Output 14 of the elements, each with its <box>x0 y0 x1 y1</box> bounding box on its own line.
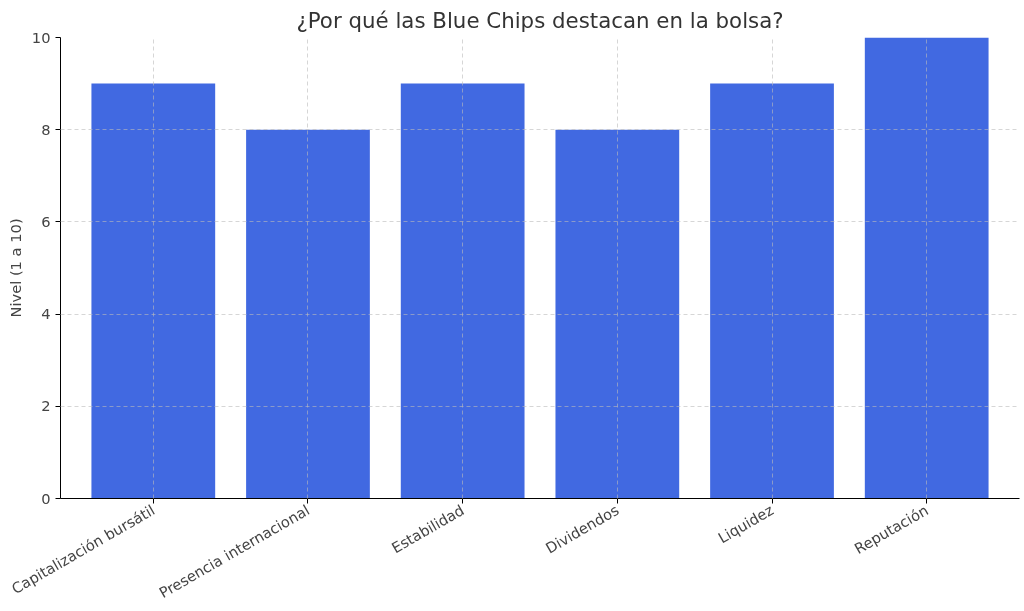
y-axis-title: Nivel (1 a 10) <box>6 218 24 318</box>
bar <box>400 83 525 499</box>
bar <box>710 83 834 499</box>
y-tick-label: 0 <box>41 489 51 507</box>
bar <box>246 129 370 499</box>
bar <box>864 37 989 499</box>
y-tick-label: 4 <box>41 305 51 323</box>
chart-title: ¿Por qué las Blue Chips destacan en la bolsa? <box>296 7 784 33</box>
y-tick-label: 6 <box>41 212 51 230</box>
bar <box>91 83 216 499</box>
y-tick-label: 2 <box>41 397 51 415</box>
y-tick-label: 10 <box>31 28 51 46</box>
bar <box>555 129 680 499</box>
y-tick-label: 8 <box>41 120 51 138</box>
